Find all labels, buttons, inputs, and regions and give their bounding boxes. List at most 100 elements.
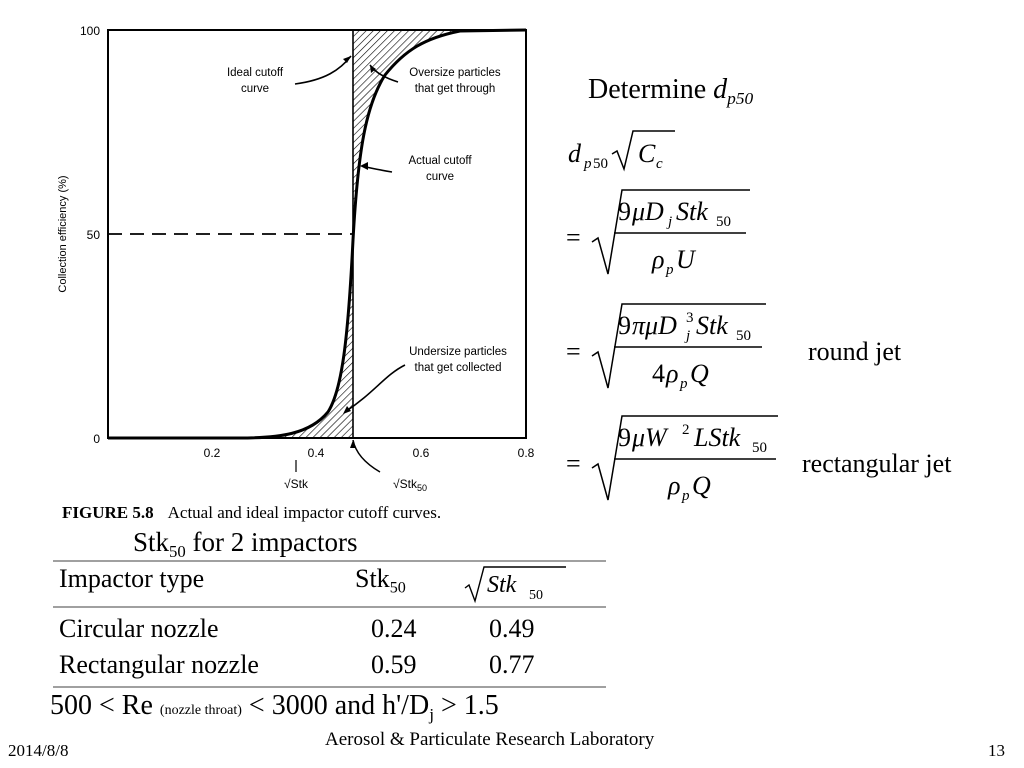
table-title: Stk50 for 2 impactors bbox=[133, 527, 357, 562]
figure-number: FIGURE 5.8 bbox=[62, 503, 154, 522]
svg-text:U: U bbox=[676, 245, 697, 274]
svg-text:9: 9 bbox=[618, 423, 631, 452]
x-tick-0.4: 0.4 bbox=[308, 446, 325, 460]
x-axis-label: √Stk bbox=[284, 477, 309, 491]
annotation-undersize-line1: Undersize particles bbox=[409, 346, 507, 358]
y-tick-100: 100 bbox=[80, 24, 100, 38]
svg-text:ρ: ρ bbox=[665, 359, 678, 388]
svg-text:50: 50 bbox=[736, 328, 751, 344]
equation-2: = 9 πμD 3 j Stk 50 4 ρ p Q bbox=[566, 303, 766, 392]
table-bottom-rule bbox=[53, 686, 606, 688]
svg-text:j: j bbox=[684, 328, 690, 344]
annotation-ideal-line2: curve bbox=[241, 83, 269, 95]
svg-text:p: p bbox=[679, 376, 688, 392]
x-tick-0.8: 0.8 bbox=[518, 446, 535, 460]
equation-1: = 9 μD j Stk 50 ρ p U bbox=[566, 189, 750, 278]
svg-text:Stk: Stk bbox=[487, 572, 517, 598]
x-marker-label: √Stk50 bbox=[393, 477, 427, 493]
y-axis-label: Collection efficiency (%) bbox=[57, 175, 69, 292]
annotation-actual-line1: Actual cutoff bbox=[408, 155, 472, 167]
cutoff-curve-figure: 100 50 0 0.2 0.4 0.6 0.8 Collection effi… bbox=[57, 24, 535, 493]
slide-number: 13 bbox=[988, 741, 1005, 760]
annotation-actual-arrowhead bbox=[360, 162, 368, 170]
table-title-stk: Stk bbox=[133, 527, 170, 557]
x-tick-0.6: 0.6 bbox=[413, 446, 430, 460]
row2-stk: 0.59 bbox=[371, 650, 417, 679]
svg-text:50: 50 bbox=[529, 588, 543, 603]
table-top-rule bbox=[53, 560, 606, 562]
svg-text:=: = bbox=[566, 223, 581, 252]
svg-text:ρ: ρ bbox=[667, 471, 680, 500]
determine-variable: d bbox=[713, 74, 728, 105]
determine-heading: Determine dp50 bbox=[588, 74, 753, 109]
svg-text:πμD: πμD bbox=[632, 311, 677, 340]
svg-text:50: 50 bbox=[716, 214, 731, 230]
annotation-undersize-line2: that get collected bbox=[415, 362, 502, 374]
annotation-oversize-line2: that get through bbox=[415, 83, 496, 95]
table-header-rule bbox=[53, 606, 606, 608]
re-left: 500 < Re bbox=[50, 690, 160, 721]
row1-type: Circular nozzle bbox=[59, 614, 219, 643]
header-sqrt-stk50: Stk 50 bbox=[464, 566, 566, 604]
row2-sqrt-stk: 0.77 bbox=[489, 650, 535, 679]
row1-stk: 0.24 bbox=[371, 614, 417, 643]
table-title-rest: for 2 impactors bbox=[185, 527, 358, 557]
re-right: > 1.5 bbox=[434, 690, 499, 721]
svg-text:Q: Q bbox=[690, 359, 709, 388]
svg-text:ρ: ρ bbox=[651, 245, 664, 274]
svg-text:c: c bbox=[656, 156, 663, 172]
re-sub: j bbox=[429, 705, 435, 725]
y-tick-50: 50 bbox=[87, 228, 101, 242]
svg-text:2: 2 bbox=[682, 422, 690, 438]
footer-lab-name: Aerosol & Particulate Research Laborator… bbox=[325, 729, 655, 750]
re-mid: < 3000 and h'/D bbox=[241, 690, 430, 721]
svg-text:p: p bbox=[583, 156, 592, 172]
svg-text:50: 50 bbox=[752, 440, 767, 456]
annotation-actual-line2: curve bbox=[426, 171, 454, 183]
footer-date: 2014/8/8 bbox=[8, 741, 69, 760]
row2-type: Rectangular nozzle bbox=[59, 650, 259, 679]
svg-text:C: C bbox=[638, 139, 656, 168]
header-stk-sub: 50 bbox=[389, 579, 406, 597]
svg-text:LStk: LStk bbox=[693, 423, 741, 452]
svg-text:9: 9 bbox=[618, 197, 631, 226]
svg-text:d: d bbox=[568, 139, 582, 168]
x-marker-pointer bbox=[352, 439, 381, 473]
svg-text:=: = bbox=[566, 449, 581, 478]
svg-text:p: p bbox=[681, 488, 690, 504]
header-stk50: Stk50 bbox=[355, 564, 406, 598]
svg-text:Q: Q bbox=[692, 471, 711, 500]
undersize-hatched-region bbox=[270, 240, 353, 438]
annotation-undersize-arrowhead bbox=[343, 406, 351, 414]
annotation-undersize-arrow bbox=[344, 364, 406, 413]
annotation-ideal-line1: Ideal cutoff bbox=[227, 67, 284, 79]
svg-text:3: 3 bbox=[686, 310, 694, 326]
svg-text:Stk: Stk bbox=[696, 311, 728, 340]
svg-text:Stk: Stk bbox=[676, 197, 708, 226]
annotation-oversize-line1: Oversize particles bbox=[409, 67, 501, 79]
reynolds-condition: 500 < Re (nozzle throat) < 3000 and h'/D… bbox=[50, 690, 499, 725]
impactor-equations: d p 50 C c = 9 μD j Stk 50 ρ p U = 9 πμD… bbox=[566, 130, 952, 504]
figure-caption-text: Actual and ideal impactor cutoff curves. bbox=[167, 503, 442, 522]
equation-3: = 9 μW 2 LStk 50 ρ p Q bbox=[566, 415, 778, 504]
svg-text:p: p bbox=[665, 262, 674, 278]
x-tick-0.2: 0.2 bbox=[204, 446, 221, 460]
determine-subscript: p50 bbox=[727, 89, 754, 109]
actual-cutoff-curve bbox=[108, 28, 527, 440]
svg-text:=: = bbox=[566, 337, 581, 366]
header-impactor-type: Impactor type bbox=[59, 564, 205, 593]
annotation-ideal-arrowhead bbox=[343, 56, 351, 63]
round-jet-label: round jet bbox=[808, 337, 902, 366]
svg-text:4: 4 bbox=[652, 359, 665, 388]
svg-text:50: 50 bbox=[593, 156, 608, 172]
svg-text:μW: μW bbox=[631, 423, 669, 452]
re-note: (nozzle throat) bbox=[159, 703, 242, 718]
equation-lhs: d p 50 C c bbox=[568, 130, 675, 172]
annotation-ideal-arrow bbox=[294, 55, 352, 85]
rectangular-jet-label: rectangular jet bbox=[802, 449, 952, 478]
figure-caption: FIGURE 5.8 Actual and ideal impactor cuto… bbox=[62, 503, 441, 523]
determine-text: Determine bbox=[588, 74, 714, 105]
svg-text:j: j bbox=[666, 214, 672, 230]
svg-text:9: 9 bbox=[618, 311, 631, 340]
svg-text:μD: μD bbox=[631, 197, 664, 226]
